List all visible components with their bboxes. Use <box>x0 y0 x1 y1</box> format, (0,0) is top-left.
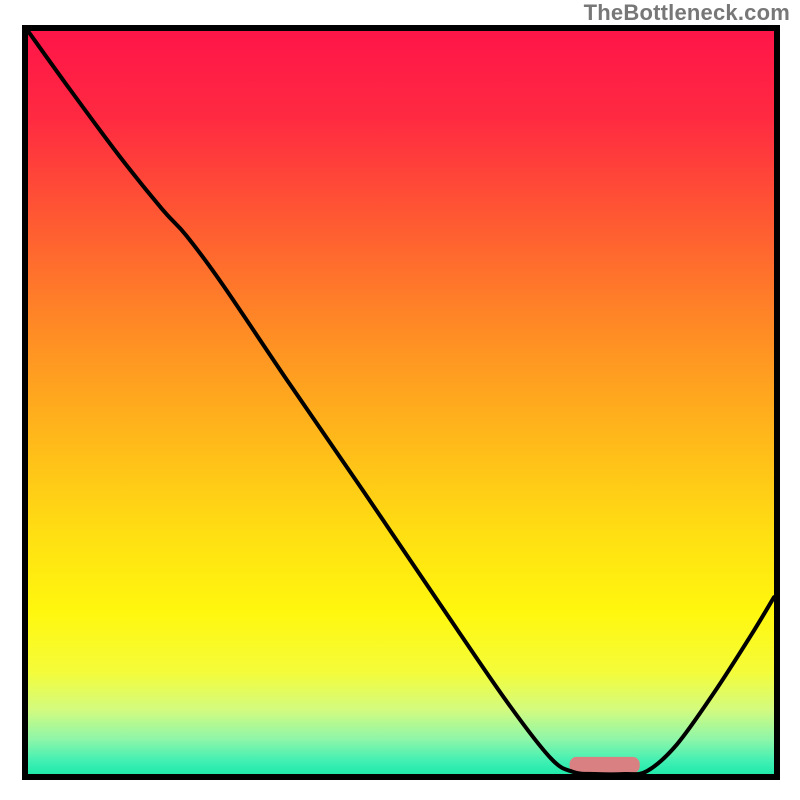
minimum-marker <box>570 757 640 773</box>
plot-background <box>25 28 777 777</box>
attribution-text: TheBottleneck.com <box>584 0 790 26</box>
chart-container: TheBottleneck.com <box>0 0 800 800</box>
bottleneck-chart <box>0 0 800 800</box>
